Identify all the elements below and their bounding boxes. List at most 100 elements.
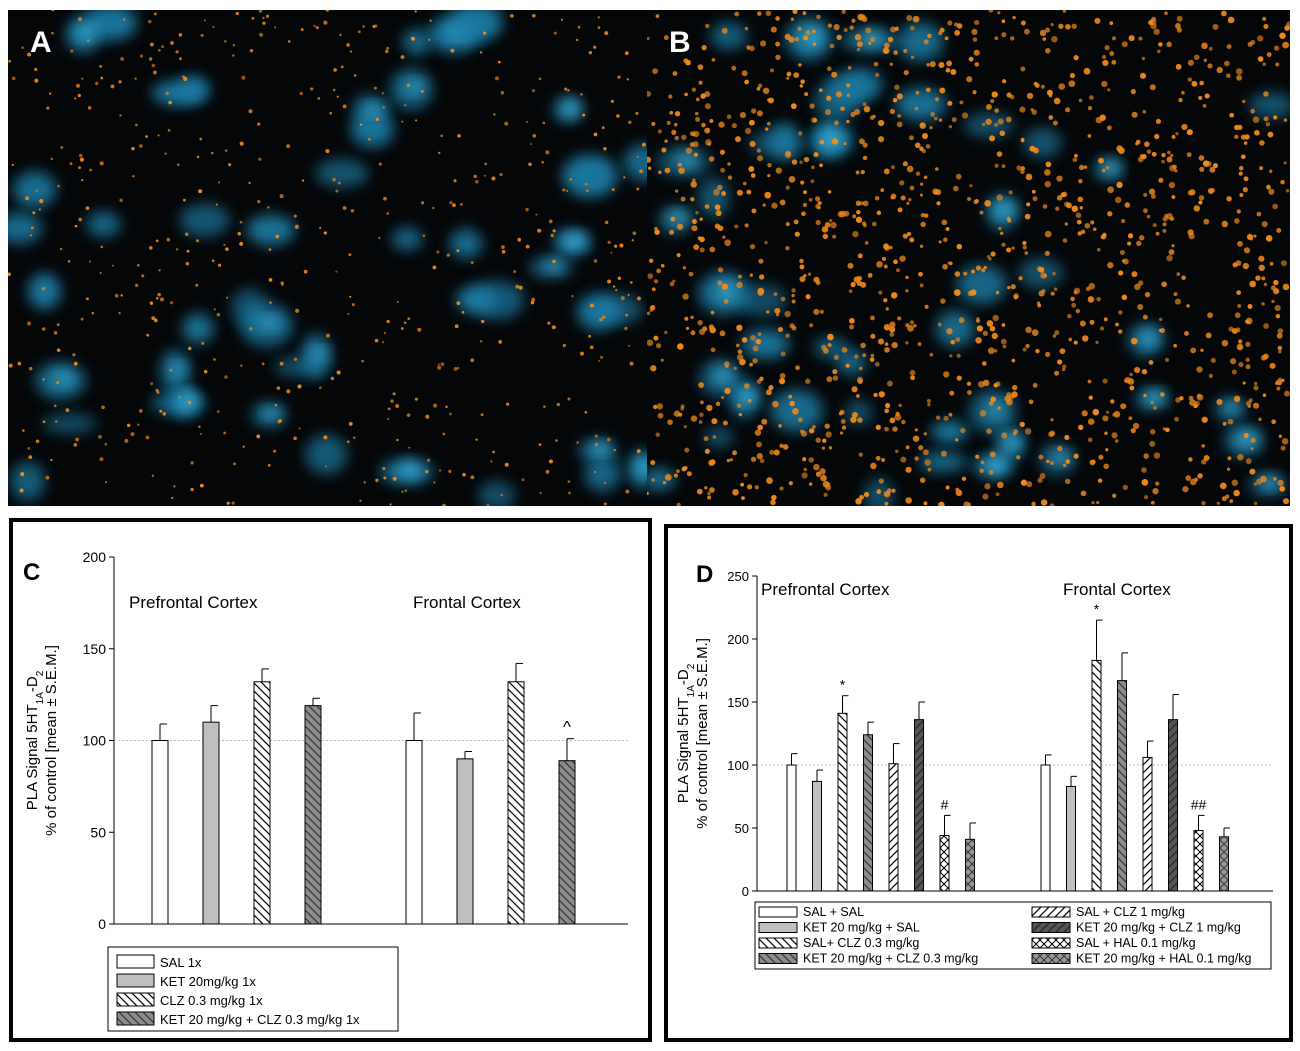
pla-dot xyxy=(1073,55,1079,61)
pla-dot xyxy=(1259,166,1264,171)
pla-dot xyxy=(876,261,883,268)
pla-dot xyxy=(1066,202,1072,209)
pla-dot xyxy=(1001,32,1007,38)
pla-dot xyxy=(717,280,723,286)
pla-dot xyxy=(104,442,108,446)
pla-dot xyxy=(1034,83,1040,88)
pla-dot xyxy=(1176,272,1181,276)
pla-dot xyxy=(641,142,646,147)
pla-dot xyxy=(961,112,969,119)
pla-dot xyxy=(422,234,426,237)
pla-dot xyxy=(919,477,926,483)
pla-dot xyxy=(986,320,994,327)
pla-dot xyxy=(1141,56,1146,61)
pla-dot xyxy=(190,487,194,492)
nucleus-core xyxy=(667,211,690,225)
pla-dot xyxy=(17,361,22,366)
pla-dot xyxy=(1239,193,1244,198)
pla-dot xyxy=(39,199,44,204)
nucleus-core xyxy=(311,348,328,359)
pla-dot xyxy=(841,425,847,430)
pla-dot xyxy=(1236,290,1241,295)
pla-dot xyxy=(223,243,226,246)
pla-dot xyxy=(924,304,929,309)
pla-dot xyxy=(1166,156,1173,163)
pla-dot xyxy=(1238,339,1243,344)
pla-dot xyxy=(1025,326,1032,333)
pla-dot xyxy=(912,15,920,23)
y-axis-label-line2: % of control [mean ± S.E.M.] xyxy=(694,638,711,829)
pla-dot xyxy=(808,197,813,202)
pla-dot xyxy=(884,402,891,409)
pla-dot xyxy=(403,321,407,325)
significance-marker: ^ xyxy=(563,718,571,737)
pla-dot xyxy=(1127,241,1132,246)
pla-dot xyxy=(801,211,806,217)
pla-dot xyxy=(1191,80,1198,87)
nucleus xyxy=(42,413,98,435)
pla-dot xyxy=(1139,72,1147,79)
pla-dot xyxy=(701,44,707,51)
pla-dot xyxy=(504,121,509,126)
pla-dot xyxy=(768,97,775,104)
pla-dot xyxy=(988,257,992,261)
pla-dot xyxy=(1171,195,1176,199)
pla-dot xyxy=(325,465,328,468)
pla-dot xyxy=(1121,259,1126,263)
pla-dot xyxy=(739,112,747,119)
pla-dot xyxy=(820,474,827,482)
pla-dot xyxy=(877,119,885,127)
pla-dot xyxy=(329,112,332,115)
pla-dot xyxy=(1162,427,1167,431)
pla-dot xyxy=(906,15,913,22)
nucleus xyxy=(13,171,57,208)
pla-dot xyxy=(383,332,386,334)
pla-dot xyxy=(849,25,854,30)
pla-dot xyxy=(346,43,350,47)
pla-dot xyxy=(843,142,847,146)
pla-dot xyxy=(913,324,917,328)
pla-dot xyxy=(1155,481,1160,486)
pla-dot xyxy=(827,190,832,194)
pla-dot xyxy=(1235,327,1241,333)
pla-dot xyxy=(829,219,833,223)
pla-dot xyxy=(625,489,630,494)
pla-dot xyxy=(1022,245,1027,250)
pla-dot xyxy=(87,106,92,110)
pla-dot xyxy=(649,258,654,263)
pla-dot xyxy=(767,173,771,178)
pla-dot xyxy=(387,407,391,411)
pla-dot xyxy=(680,196,686,202)
nucleus-core xyxy=(993,203,1018,217)
pla-dot xyxy=(1254,129,1260,136)
pla-dot xyxy=(686,471,692,477)
pla-dot xyxy=(1168,181,1176,189)
pla-dot xyxy=(720,395,725,400)
pla-dot xyxy=(859,494,864,500)
pla-dot xyxy=(852,214,857,219)
pla-dot xyxy=(826,66,832,72)
pla-dot xyxy=(884,408,889,414)
pla-dot xyxy=(1065,107,1071,113)
pla-dot xyxy=(1043,274,1047,278)
bar xyxy=(812,780,822,892)
pla-dot xyxy=(770,499,776,506)
pla-dot xyxy=(805,30,811,35)
pla-dot xyxy=(198,189,203,194)
pla-dot xyxy=(437,365,442,370)
pla-dot xyxy=(187,401,192,405)
pla-dot xyxy=(262,21,266,25)
pla-dot xyxy=(1263,23,1269,29)
pla-dot xyxy=(973,49,980,56)
pla-dot xyxy=(1008,190,1013,195)
pla-dot xyxy=(697,64,704,71)
pla-dot xyxy=(417,327,422,332)
pla-dot xyxy=(1175,132,1179,136)
pla-dot xyxy=(1204,93,1210,99)
pla-dot xyxy=(1035,348,1040,354)
pla-dot xyxy=(1025,343,1030,349)
pla-dot xyxy=(975,265,982,271)
pla-dot xyxy=(647,311,651,316)
y-tick-label: 200 xyxy=(83,549,107,565)
